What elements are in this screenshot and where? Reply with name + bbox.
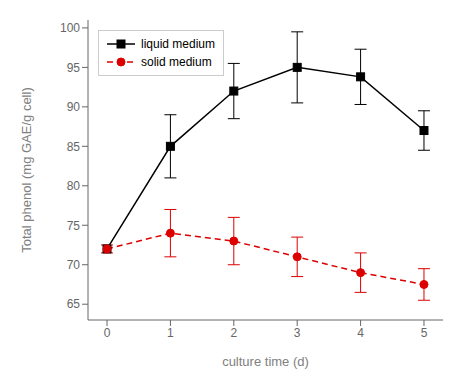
svg-text:95: 95: [67, 61, 81, 75]
svg-text:0: 0: [104, 326, 111, 340]
svg-text:100: 100: [60, 21, 80, 35]
svg-text:85: 85: [67, 140, 81, 154]
svg-text:culture time (d): culture time (d): [222, 354, 309, 369]
html-text:liquid medium: liquid medium: [141, 37, 215, 51]
svg-text:90: 90: [67, 100, 81, 114]
svg-text:75: 75: [67, 219, 81, 233]
svg-text:1: 1: [167, 326, 174, 340]
html-text:solid medium: solid medium: [141, 55, 212, 69]
svg-text:3: 3: [294, 326, 301, 340]
svg-text:80: 80: [67, 179, 81, 193]
svg-text:4: 4: [357, 326, 364, 340]
svg-text:Total phenol (mg GAE/g cell): Total phenol (mg GAE/g cell): [19, 87, 34, 252]
svg-text:5: 5: [421, 326, 428, 340]
svg-text:65: 65: [67, 297, 81, 311]
svg-text:70: 70: [67, 258, 81, 272]
svg-text:2: 2: [230, 326, 237, 340]
